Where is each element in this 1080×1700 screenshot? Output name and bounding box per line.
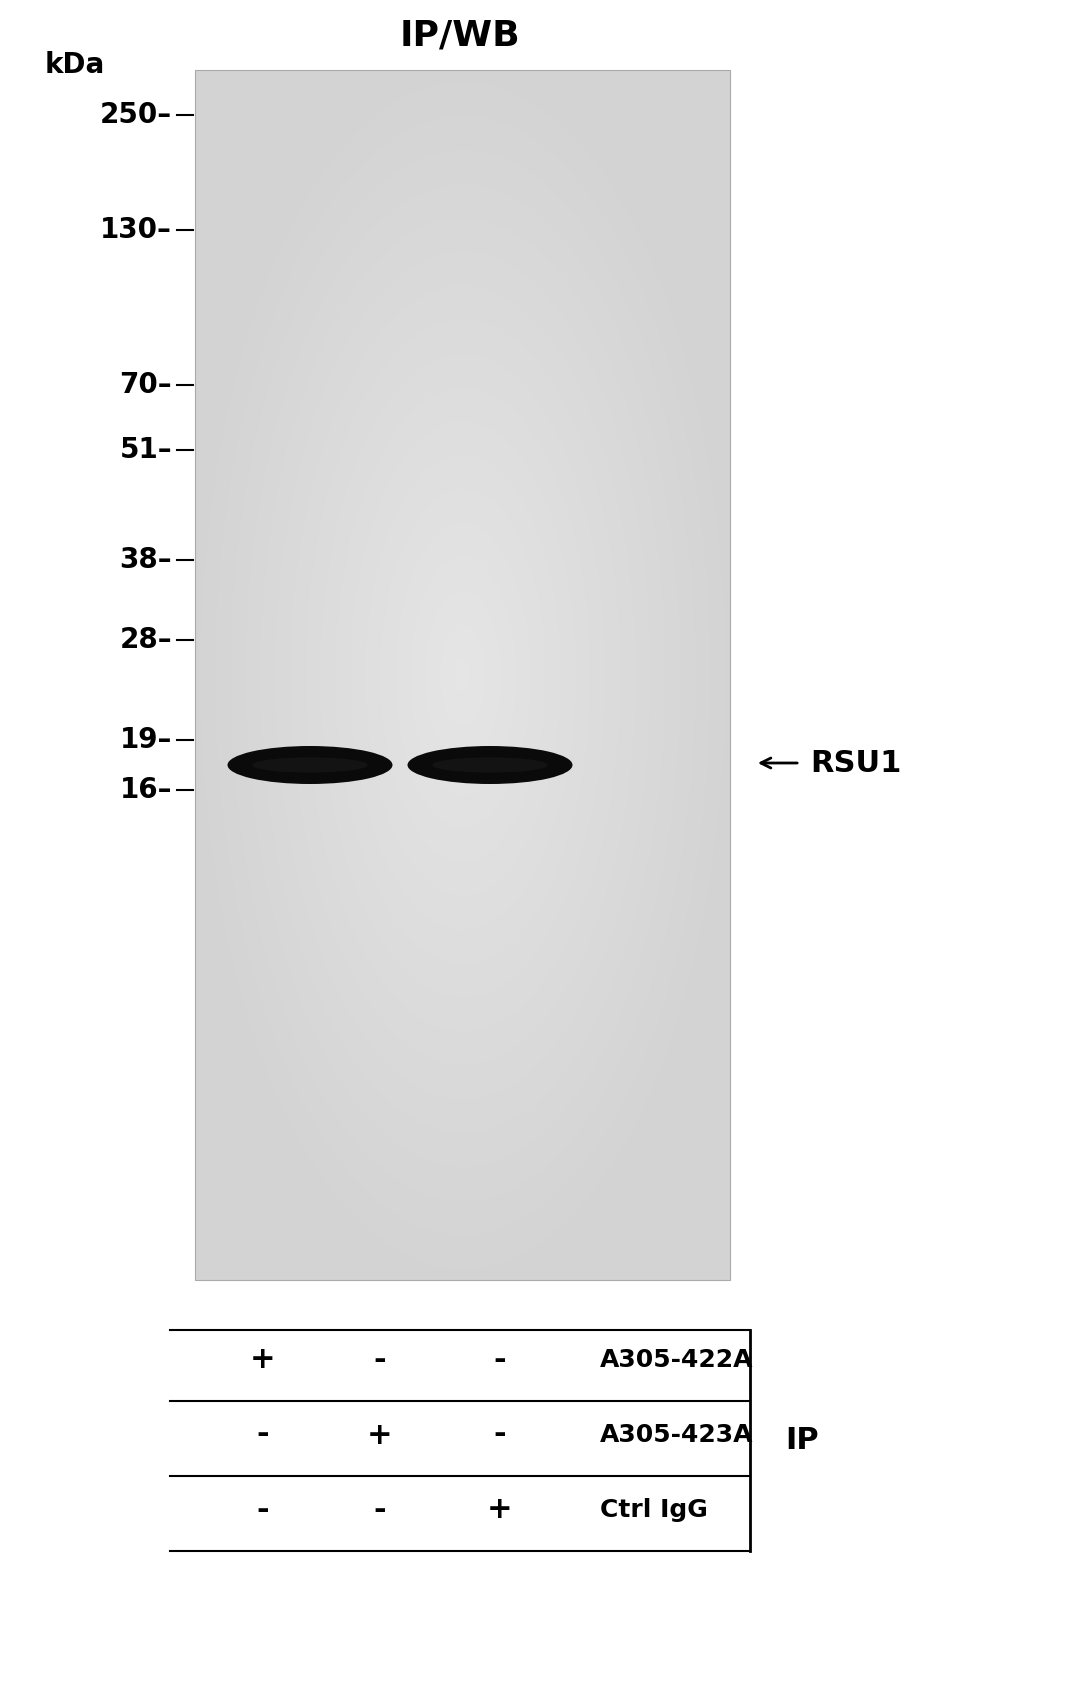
Text: -: - <box>374 1496 387 1525</box>
Text: 38–: 38– <box>120 546 172 575</box>
Text: -: - <box>494 1345 507 1375</box>
Text: 19–: 19– <box>120 726 172 755</box>
Text: IP/WB: IP/WB <box>400 19 521 53</box>
Text: IP: IP <box>785 1426 819 1455</box>
Ellipse shape <box>253 758 368 772</box>
Text: -: - <box>374 1345 387 1375</box>
Text: -: - <box>494 1421 507 1450</box>
Text: A305-422A: A305-422A <box>600 1348 754 1372</box>
Text: 70–: 70– <box>120 371 172 400</box>
Ellipse shape <box>228 746 392 784</box>
Text: kDa: kDa <box>45 51 105 78</box>
Bar <box>195 70 730 1280</box>
Text: 130–: 130– <box>100 216 172 245</box>
Text: A305-423A: A305-423A <box>600 1423 754 1447</box>
Text: +: + <box>251 1345 275 1375</box>
Text: 250–: 250– <box>99 100 172 129</box>
Text: -: - <box>257 1421 269 1450</box>
Text: +: + <box>487 1496 513 1525</box>
Text: +: + <box>367 1421 393 1450</box>
Text: Ctrl IgG: Ctrl IgG <box>600 1498 707 1522</box>
Ellipse shape <box>407 746 572 784</box>
Text: 28–: 28– <box>120 626 172 654</box>
Text: 51–: 51– <box>120 435 172 464</box>
Ellipse shape <box>432 758 548 772</box>
Text: 16–: 16– <box>120 775 172 804</box>
Text: RSU1: RSU1 <box>810 748 902 777</box>
Text: -: - <box>257 1496 269 1525</box>
